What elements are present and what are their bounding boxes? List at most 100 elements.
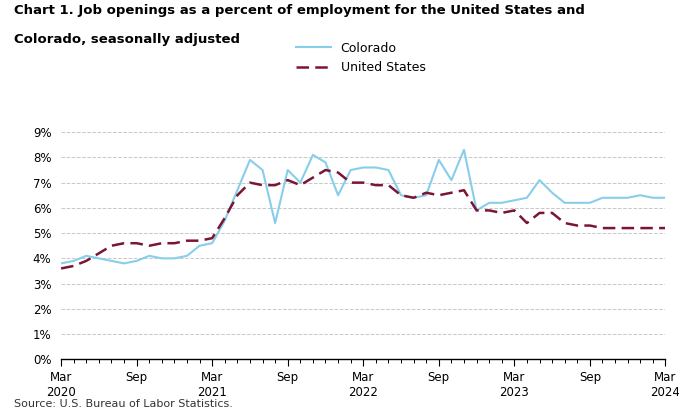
Colorado <box>561 200 569 205</box>
Colorado <box>334 193 342 198</box>
United States <box>82 259 90 263</box>
United States <box>284 178 292 183</box>
Colorado <box>309 152 317 157</box>
United States <box>208 236 216 241</box>
Colorado <box>372 165 380 170</box>
United States <box>548 211 556 216</box>
Colorado <box>536 178 544 183</box>
United States <box>296 183 304 188</box>
Colorado <box>623 195 631 200</box>
Colorado <box>636 193 644 198</box>
United States <box>523 221 531 225</box>
United States <box>598 225 606 230</box>
United States <box>511 208 519 213</box>
United States <box>435 193 443 198</box>
United States <box>57 266 65 271</box>
United States <box>145 243 153 248</box>
Colorado <box>132 259 141 263</box>
Colorado <box>183 253 191 258</box>
United States <box>611 225 619 230</box>
Colorado <box>648 195 657 200</box>
United States <box>221 216 229 221</box>
United States <box>95 251 103 256</box>
United States <box>636 225 644 230</box>
Colorado <box>208 241 216 246</box>
United States <box>561 221 569 225</box>
Colorado <box>246 157 254 162</box>
Colorado <box>221 218 229 223</box>
Colorado <box>586 200 594 205</box>
United States <box>573 223 581 228</box>
United States <box>409 195 418 200</box>
Colorado <box>422 193 430 198</box>
United States <box>183 238 191 243</box>
Colorado <box>598 195 606 200</box>
United States <box>648 225 657 230</box>
Colorado <box>158 256 166 261</box>
Colorado <box>384 168 392 173</box>
Colorado <box>259 168 267 173</box>
United States <box>120 241 128 246</box>
United States <box>447 190 456 195</box>
Colorado <box>234 188 242 193</box>
Line: Colorado: Colorado <box>61 150 665 263</box>
Text: Chart 1. Job openings as a percent of employment for the United States and: Chart 1. Job openings as a percent of em… <box>14 4 585 17</box>
United States <box>321 168 329 173</box>
Colorado <box>573 200 581 205</box>
Colorado <box>145 253 153 258</box>
United States <box>384 183 392 188</box>
United States <box>196 238 204 243</box>
Colorado <box>196 243 204 248</box>
United States <box>234 193 242 198</box>
United States <box>334 170 342 175</box>
Colorado <box>170 256 179 261</box>
Colorado <box>498 200 506 205</box>
Colorado <box>57 261 65 266</box>
United States <box>70 263 78 268</box>
Colorado <box>511 198 519 203</box>
Colorado <box>485 200 493 205</box>
Colorado <box>409 195 418 200</box>
United States <box>473 208 481 213</box>
Colorado <box>346 168 354 173</box>
Line: United States: United States <box>61 170 665 268</box>
United States <box>623 225 631 230</box>
Colorado <box>661 195 669 200</box>
Colorado <box>107 259 115 263</box>
Legend: Colorado, United States: Colorado, United States <box>291 37 430 79</box>
Colorado <box>447 178 456 183</box>
Colorado <box>397 193 405 198</box>
United States <box>346 180 354 185</box>
Colorado <box>473 208 481 213</box>
Colorado <box>296 180 304 185</box>
Text: Colorado, seasonally adjusted: Colorado, seasonally adjusted <box>14 33 240 46</box>
Colorado <box>271 221 279 225</box>
Colorado <box>70 259 78 263</box>
United States <box>246 180 254 185</box>
United States <box>661 225 669 230</box>
Colorado <box>95 256 103 261</box>
Colorado <box>82 253 90 258</box>
United States <box>536 211 544 216</box>
Colorado <box>120 261 128 266</box>
United States <box>586 223 594 228</box>
Colorado <box>321 160 329 165</box>
Colorado <box>460 147 468 152</box>
United States <box>158 241 166 246</box>
United States <box>259 183 267 188</box>
Colorado <box>548 190 556 195</box>
Colorado <box>435 157 443 162</box>
United States <box>359 180 367 185</box>
Text: Source: U.S. Bureau of Labor Statistics.: Source: U.S. Bureau of Labor Statistics. <box>14 399 232 409</box>
United States <box>132 241 141 246</box>
United States <box>397 193 405 198</box>
United States <box>372 183 380 188</box>
Colorado <box>523 195 531 200</box>
Colorado <box>359 165 367 170</box>
United States <box>170 241 179 246</box>
United States <box>485 208 493 213</box>
United States <box>107 243 115 248</box>
Colorado <box>611 195 619 200</box>
United States <box>271 183 279 188</box>
United States <box>422 190 430 195</box>
